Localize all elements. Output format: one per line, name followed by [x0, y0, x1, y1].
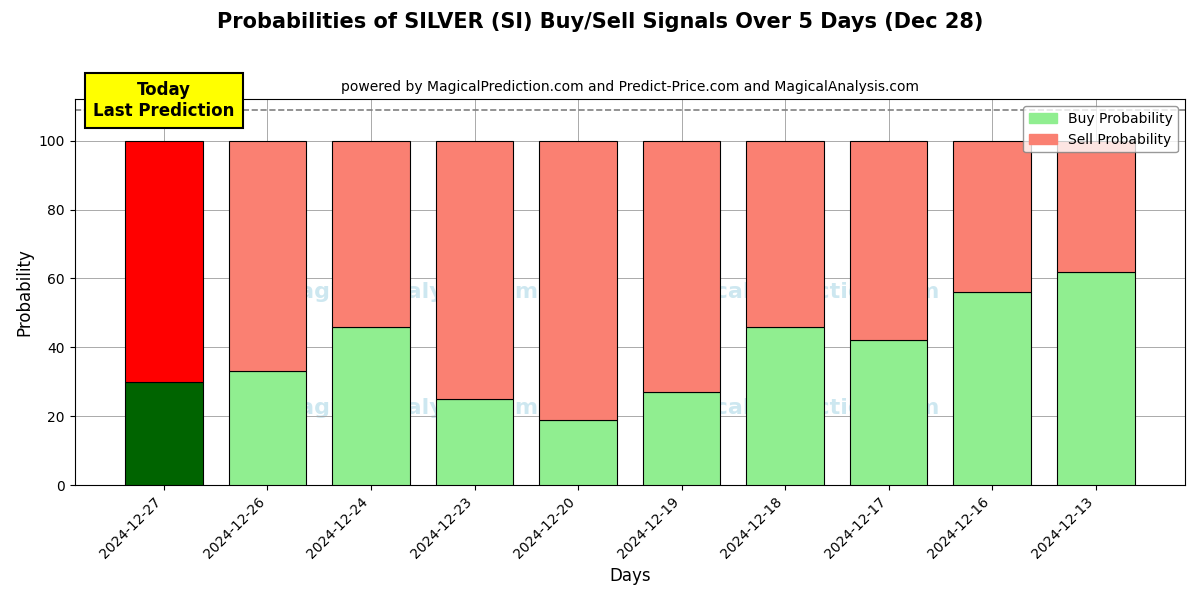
- Title: powered by MagicalPrediction.com and Predict-Price.com and MagicalAnalysis.com: powered by MagicalPrediction.com and Pre…: [341, 80, 919, 94]
- Text: Probabilities of SILVER (SI) Buy/Sell Signals Over 5 Days (Dec 28): Probabilities of SILVER (SI) Buy/Sell Si…: [217, 12, 983, 32]
- Y-axis label: Probability: Probability: [16, 248, 34, 336]
- Bar: [643, 140, 720, 392]
- Bar: [746, 140, 824, 326]
- Bar: [125, 140, 203, 382]
- Bar: [539, 140, 617, 420]
- Text: MagicalAnalysis.com: MagicalAnalysis.com: [277, 282, 539, 302]
- Legend: Buy Probability, Sell Probability: Buy Probability, Sell Probability: [1024, 106, 1178, 152]
- Bar: [125, 382, 203, 485]
- Bar: [332, 140, 410, 326]
- Bar: [1057, 272, 1134, 485]
- Text: MagicalPrediction.com: MagicalPrediction.com: [654, 398, 940, 418]
- Bar: [332, 326, 410, 485]
- Bar: [1057, 140, 1134, 272]
- Bar: [746, 326, 824, 485]
- Text: MagicalAnalysis.com: MagicalAnalysis.com: [277, 398, 539, 418]
- Bar: [539, 420, 617, 485]
- Bar: [229, 140, 306, 371]
- Text: MagicalPrediction.com: MagicalPrediction.com: [654, 282, 940, 302]
- Text: Today
Last Prediction: Today Last Prediction: [94, 81, 235, 120]
- Bar: [850, 340, 928, 485]
- Bar: [953, 292, 1031, 485]
- Bar: [436, 399, 514, 485]
- Bar: [850, 140, 928, 340]
- Bar: [436, 140, 514, 399]
- Bar: [643, 392, 720, 485]
- Bar: [229, 371, 306, 485]
- X-axis label: Days: Days: [610, 567, 650, 585]
- Bar: [953, 140, 1031, 292]
